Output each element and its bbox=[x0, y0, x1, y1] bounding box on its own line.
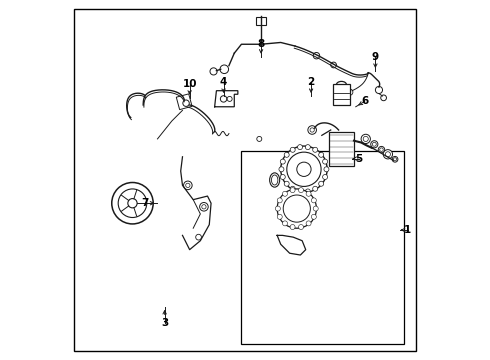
Circle shape bbox=[298, 188, 303, 193]
Circle shape bbox=[210, 68, 217, 75]
Circle shape bbox=[298, 225, 303, 230]
Text: 4: 4 bbox=[220, 77, 227, 87]
Bar bbox=[329, 132, 354, 166]
Circle shape bbox=[297, 162, 311, 176]
Circle shape bbox=[281, 146, 327, 193]
Circle shape bbox=[361, 134, 370, 144]
Circle shape bbox=[275, 206, 280, 211]
Circle shape bbox=[283, 195, 310, 222]
Circle shape bbox=[280, 159, 285, 164]
Circle shape bbox=[318, 152, 324, 157]
Circle shape bbox=[290, 188, 295, 193]
Circle shape bbox=[257, 136, 262, 141]
Circle shape bbox=[227, 96, 232, 102]
Circle shape bbox=[378, 147, 385, 153]
Circle shape bbox=[310, 128, 314, 132]
Ellipse shape bbox=[271, 175, 278, 185]
Text: 7: 7 bbox=[141, 198, 148, 208]
Text: 10: 10 bbox=[182, 78, 197, 89]
Circle shape bbox=[318, 181, 324, 186]
Circle shape bbox=[118, 189, 147, 217]
Circle shape bbox=[284, 152, 289, 157]
Circle shape bbox=[331, 62, 337, 68]
Circle shape bbox=[279, 167, 284, 172]
Circle shape bbox=[324, 167, 329, 172]
Circle shape bbox=[363, 136, 368, 141]
Circle shape bbox=[393, 158, 396, 161]
Circle shape bbox=[322, 159, 328, 164]
Circle shape bbox=[311, 198, 317, 203]
Bar bbox=[256, 17, 267, 24]
Circle shape bbox=[313, 53, 319, 59]
Circle shape bbox=[297, 189, 302, 194]
Text: 8: 8 bbox=[257, 39, 265, 49]
Circle shape bbox=[313, 147, 318, 152]
Circle shape bbox=[385, 152, 391, 157]
Circle shape bbox=[283, 191, 288, 196]
Circle shape bbox=[220, 96, 227, 102]
Circle shape bbox=[313, 206, 318, 211]
Polygon shape bbox=[277, 235, 306, 255]
Circle shape bbox=[199, 203, 208, 211]
Circle shape bbox=[322, 175, 328, 180]
Circle shape bbox=[112, 183, 153, 224]
Text: 1: 1 bbox=[404, 225, 411, 235]
Circle shape bbox=[202, 204, 206, 209]
Circle shape bbox=[220, 65, 228, 73]
Circle shape bbox=[392, 157, 398, 162]
Ellipse shape bbox=[270, 173, 280, 187]
Circle shape bbox=[383, 150, 392, 159]
Circle shape bbox=[305, 189, 310, 194]
Circle shape bbox=[287, 152, 321, 186]
Circle shape bbox=[346, 89, 353, 95]
Text: 2: 2 bbox=[307, 77, 315, 87]
Circle shape bbox=[290, 186, 295, 191]
Circle shape bbox=[277, 189, 317, 228]
Circle shape bbox=[311, 214, 317, 219]
Circle shape bbox=[277, 214, 282, 219]
Circle shape bbox=[380, 148, 383, 152]
Bar bbox=[333, 84, 350, 105]
Bar bbox=[242, 152, 404, 344]
Circle shape bbox=[290, 147, 295, 152]
Text: 5: 5 bbox=[356, 154, 363, 163]
Circle shape bbox=[280, 175, 285, 180]
Circle shape bbox=[283, 221, 288, 226]
Circle shape bbox=[372, 142, 376, 146]
Circle shape bbox=[290, 225, 295, 230]
Bar bbox=[176, 94, 192, 110]
Circle shape bbox=[186, 183, 190, 188]
Circle shape bbox=[371, 141, 378, 148]
Circle shape bbox=[277, 198, 282, 203]
Circle shape bbox=[183, 100, 189, 107]
Text: 6: 6 bbox=[361, 96, 368, 107]
Circle shape bbox=[184, 181, 192, 190]
Circle shape bbox=[375, 86, 383, 94]
Circle shape bbox=[313, 186, 318, 191]
Circle shape bbox=[305, 145, 310, 150]
Circle shape bbox=[306, 221, 311, 226]
Text: 9: 9 bbox=[372, 52, 379, 62]
Circle shape bbox=[196, 234, 201, 240]
Circle shape bbox=[308, 126, 317, 134]
Circle shape bbox=[128, 199, 137, 208]
Text: 3: 3 bbox=[161, 318, 168, 328]
Ellipse shape bbox=[337, 81, 346, 88]
Circle shape bbox=[297, 145, 302, 150]
Circle shape bbox=[381, 95, 387, 101]
Circle shape bbox=[306, 191, 311, 196]
Circle shape bbox=[284, 181, 289, 186]
